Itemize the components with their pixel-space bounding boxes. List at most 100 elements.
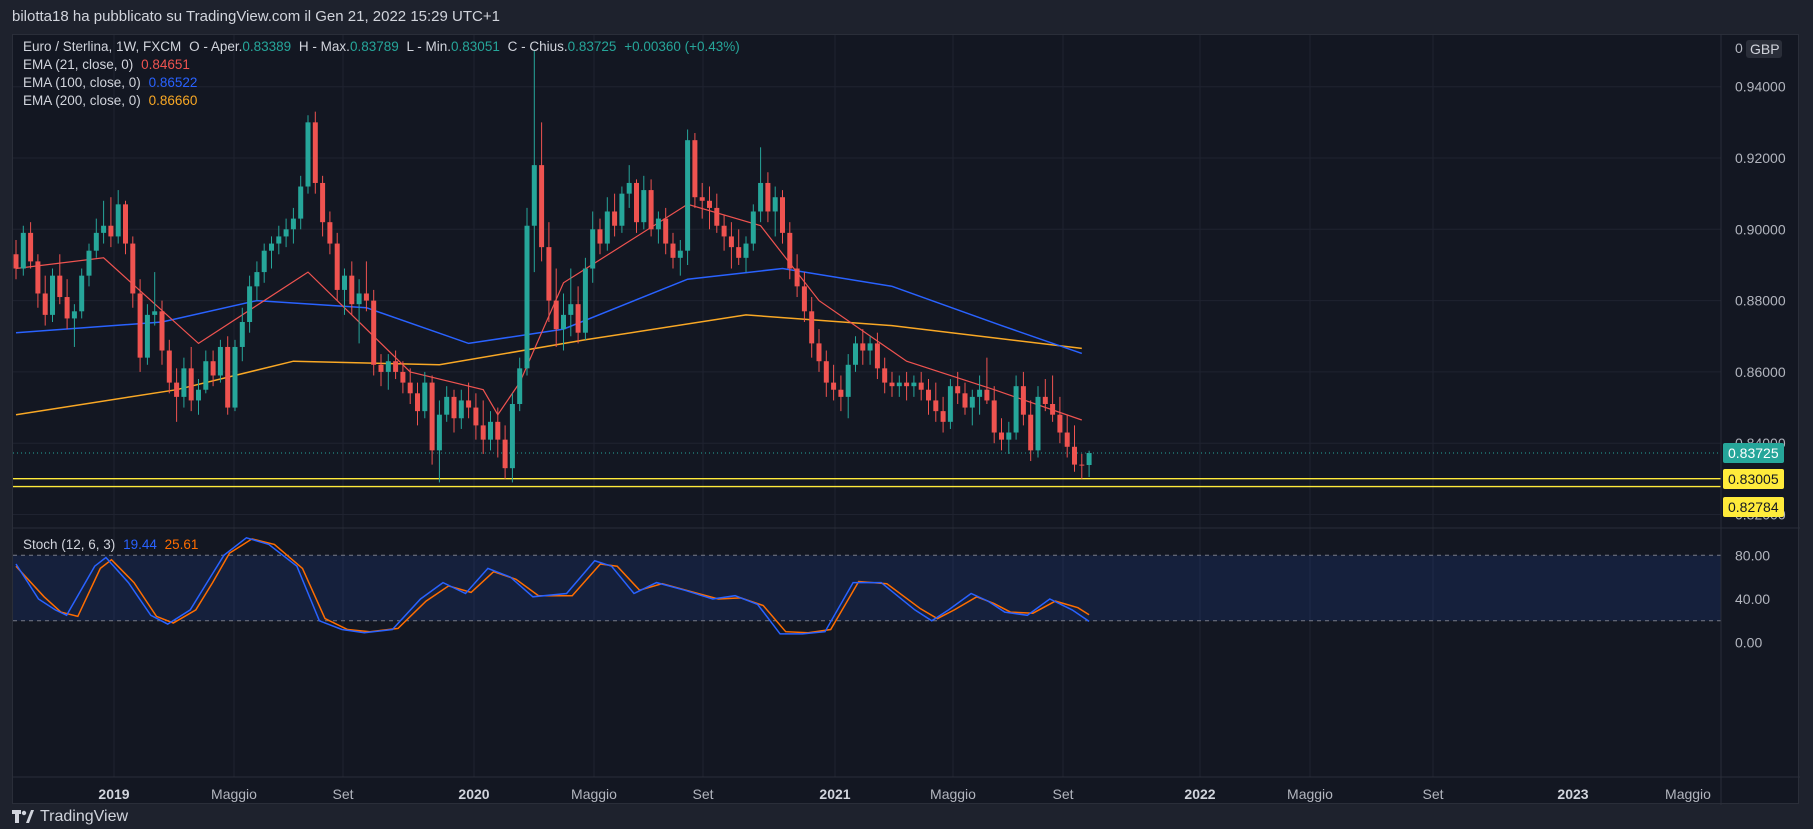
candle-body bbox=[28, 232, 34, 262]
time-axis[interactable]: 2019 Maggio Set 2020 Maggio Set 2021 Maggio Set 2… bbox=[98, 786, 1711, 802]
candle-body bbox=[926, 389, 931, 401]
last-price-tag: 0.83725 bbox=[1723, 443, 1784, 464]
ema100-legend[interactable]: EMA (100, close, 0) 0.86522 bbox=[23, 75, 201, 90]
ema21-legend[interactable]: EMA (21, close, 0) 0.84651 bbox=[23, 57, 194, 72]
candle-body bbox=[181, 368, 187, 397]
support-lines[interactable] bbox=[13, 478, 1721, 488]
symbol-label[interactable]: Euro / Sterlina, 1W, FXCM bbox=[23, 39, 182, 54]
candle-body bbox=[685, 140, 691, 251]
candle-body bbox=[670, 243, 676, 258]
candle-body bbox=[196, 389, 201, 401]
candle-body bbox=[984, 389, 990, 401]
candle-body bbox=[553, 300, 559, 330]
currency-box[interactable] bbox=[1746, 40, 1782, 58]
candle-body bbox=[298, 186, 304, 219]
candle-body bbox=[130, 243, 136, 294]
candle-body bbox=[750, 211, 756, 244]
stoch-axis[interactable]: 80.00 40.00 0.00 bbox=[1735, 547, 1770, 650]
candle-body bbox=[480, 425, 486, 440]
low-value: 0.83051 bbox=[451, 39, 500, 54]
candle-body bbox=[495, 421, 501, 440]
ema200-line[interactable] bbox=[15, 314, 1082, 416]
chart-canvas[interactable]: 0 GBP 0.94000 0.92000 0.90000 0.88000 0.8600… bbox=[13, 35, 1800, 805]
time-tick-label: 2019 bbox=[98, 786, 129, 802]
candle-body bbox=[896, 382, 902, 387]
candle-body bbox=[604, 211, 610, 244]
candle-body bbox=[217, 346, 223, 376]
candle-body bbox=[42, 293, 48, 315]
candle-body bbox=[334, 243, 340, 290]
time-tick-label: Set bbox=[332, 786, 353, 802]
candle-body bbox=[648, 190, 654, 230]
candle-body bbox=[619, 193, 625, 226]
time-tick-label: Maggio bbox=[211, 786, 257, 802]
time-tick-label: Maggio bbox=[1287, 786, 1333, 802]
candle-body bbox=[79, 275, 85, 312]
candle-body bbox=[203, 361, 209, 390]
ema21-value: 0.84651 bbox=[141, 57, 190, 72]
open-value: 0.83389 bbox=[242, 39, 292, 54]
candle-body bbox=[845, 364, 851, 397]
change-value: +0.00360 (+0.43%) bbox=[624, 39, 740, 54]
candle-body bbox=[1042, 396, 1048, 404]
candle-body bbox=[13, 254, 19, 269]
candle-body bbox=[561, 314, 566, 330]
price-tick-label: 0.86000 bbox=[1735, 364, 1786, 380]
time-tick-label: Set bbox=[1052, 786, 1073, 802]
candle-body bbox=[933, 400, 939, 412]
candle-body bbox=[612, 211, 618, 226]
candle-body bbox=[276, 236, 282, 244]
candle-body bbox=[1006, 432, 1012, 440]
candle-body bbox=[93, 232, 99, 251]
candle-body bbox=[699, 197, 705, 201]
stoch-label: Stoch (12, 6, 3) bbox=[23, 537, 116, 552]
candle-body bbox=[20, 232, 26, 269]
candle-body bbox=[436, 414, 442, 451]
tradingview-logo-icon bbox=[12, 809, 34, 823]
candle-body bbox=[1057, 414, 1063, 433]
candle-body bbox=[188, 368, 194, 401]
candle-body bbox=[290, 218, 296, 230]
stoch-k-value: 19.44 bbox=[123, 537, 157, 552]
price-tick-label: 0.94000 bbox=[1735, 79, 1786, 95]
candle-body bbox=[144, 314, 150, 358]
stoch-k-line[interactable] bbox=[15, 536, 1090, 635]
candle-body bbox=[108, 225, 114, 237]
footer-brand[interactable]: TradingView bbox=[12, 804, 128, 829]
candle-body bbox=[86, 250, 92, 276]
candle-body bbox=[860, 343, 866, 351]
candle-body bbox=[874, 343, 880, 369]
stoch-legend[interactable]: Stoch (12, 6, 3) 19.44 25.61 bbox=[23, 537, 202, 552]
candle-body bbox=[254, 272, 260, 287]
grid-lines bbox=[13, 35, 1721, 777]
candle-body bbox=[626, 182, 632, 194]
time-tick-label: 2021 bbox=[819, 786, 850, 802]
candle-body bbox=[765, 182, 771, 212]
currency-label[interactable]: GBP bbox=[1750, 41, 1780, 57]
candle-body bbox=[415, 393, 420, 412]
candle-body bbox=[962, 393, 968, 408]
candle-body bbox=[50, 275, 55, 315]
ohlc-legend[interactable]: Euro / Sterlina, 1W, FXCM O - Aper.0.833… bbox=[23, 39, 744, 54]
ema200-label: EMA (200, close, 0) bbox=[23, 93, 141, 108]
candlestick-series[interactable] bbox=[13, 51, 1092, 483]
candle-body bbox=[663, 218, 669, 244]
candle-body bbox=[692, 140, 698, 198]
candle-body bbox=[473, 407, 479, 426]
candle-body bbox=[955, 386, 961, 394]
candle-body bbox=[349, 275, 355, 305]
candle-body bbox=[677, 250, 683, 258]
candle-body bbox=[539, 165, 545, 248]
candle-body bbox=[590, 229, 596, 269]
candle-body bbox=[1072, 446, 1077, 465]
candle-body bbox=[312, 122, 318, 183]
candle-body bbox=[152, 311, 158, 315]
candle-body bbox=[239, 322, 245, 347]
chart-frame[interactable]: 0 GBP 0.94000 0.92000 0.90000 0.88000 0.8600… bbox=[12, 34, 1800, 805]
candle-body bbox=[261, 250, 267, 273]
candle-body bbox=[123, 204, 128, 244]
ema200-legend[interactable]: EMA (200, close, 0) 0.86660 bbox=[23, 93, 201, 108]
close-label: C - Chius. bbox=[507, 39, 568, 54]
candle-body bbox=[867, 343, 873, 351]
candle-body bbox=[385, 361, 391, 372]
